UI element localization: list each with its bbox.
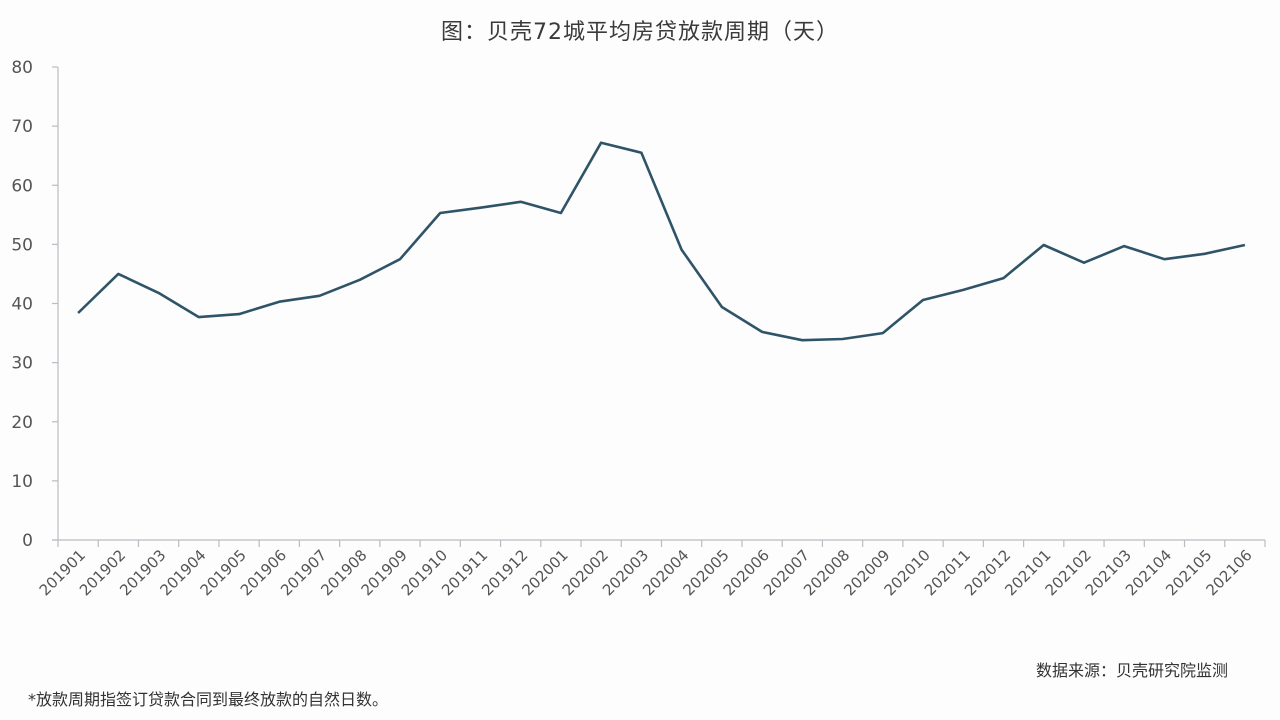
y-tick-label: 20 bbox=[11, 413, 33, 433]
data-series bbox=[77, 141, 1246, 342]
y-axis: 0 10 20 30 40 50 60 70 80 bbox=[11, 58, 59, 551]
chart-title: 图：贝壳72城平均房贷放款周期（天） bbox=[441, 20, 839, 45]
x-axis: 2019012019022019032019042019052019062019… bbox=[36, 539, 1266, 599]
y-tick-label: 80 bbox=[11, 58, 33, 78]
y-tick-label: 70 bbox=[11, 117, 33, 137]
y-tick-label: 30 bbox=[11, 354, 33, 374]
y-tick-label: 40 bbox=[11, 295, 33, 315]
y-tick-label: 0 bbox=[22, 531, 33, 551]
series-line bbox=[77, 141, 1246, 342]
footnote: *放款周期指签订贷款合同到最终放款的自然日数。 bbox=[28, 690, 389, 709]
data-source-note: 数据来源：贝壳研究院监测 bbox=[1035, 661, 1228, 680]
y-tick-label: 50 bbox=[11, 235, 33, 255]
y-tick-label: 60 bbox=[11, 176, 33, 196]
y-tick-label: 10 bbox=[11, 472, 33, 492]
